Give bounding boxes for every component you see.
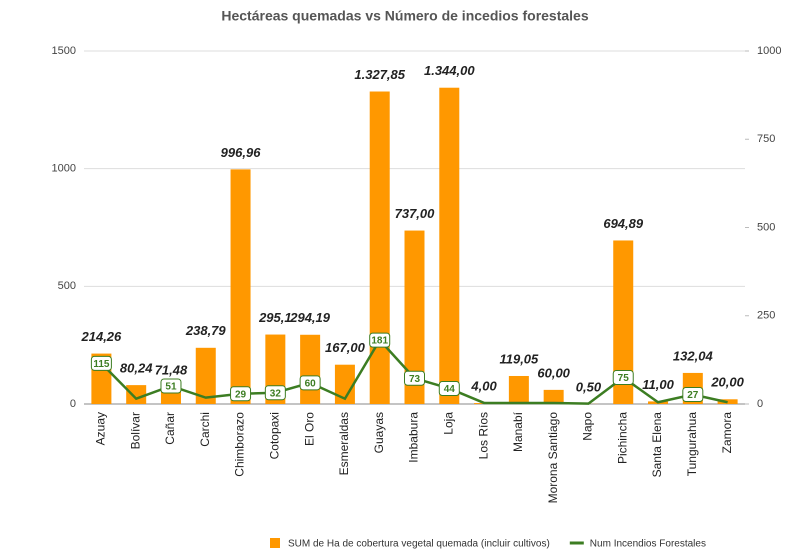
data-label: 167,00 [325, 340, 366, 355]
legend-label: SUM de Ha de cobertura vegetal quemada (… [288, 539, 550, 550]
data-label: 119,05 [499, 351, 539, 366]
y-tick-label: 1500 [52, 45, 76, 57]
x-tick-label: El Oro [302, 412, 316, 446]
data-label: 11,00 [642, 377, 674, 392]
data-label: 73 [409, 374, 421, 385]
data-label: 132,04 [673, 348, 714, 363]
data-label: 32 [270, 388, 282, 399]
data-label: 60,00 [537, 365, 570, 380]
x-tick-label: Cotopaxi [268, 412, 282, 459]
y2-tick-label: 500 [757, 221, 775, 233]
data-label: 294,19 [289, 310, 331, 325]
data-label: 694,89 [603, 216, 644, 231]
x-tick-label: Morona Santiago [546, 412, 560, 504]
y-tick-label: 0 [70, 398, 76, 410]
y2-tick-label: 250 [757, 310, 775, 322]
bar [370, 92, 390, 404]
x-tick-label: Tungurahua [685, 412, 699, 477]
y-tick-label: 1000 [52, 163, 76, 175]
data-label: 75 [618, 373, 630, 384]
bar [509, 376, 529, 404]
legend-swatch [270, 538, 280, 548]
data-label: 996,96 [221, 145, 262, 160]
x-tick-label: Imbabura [407, 412, 421, 463]
chart-title: Hectáreas quemadas vs Número de incedios… [221, 8, 588, 24]
data-label: 60 [305, 378, 317, 389]
bar [126, 385, 146, 404]
x-tick-label: Carchi [198, 412, 212, 447]
x-tick-label: Cañar [163, 412, 177, 445]
data-label: 27 [687, 390, 699, 401]
x-tick-label: Guayas [372, 412, 386, 453]
x-tick-label: Azuay [94, 412, 108, 445]
data-label: 51 [165, 382, 177, 393]
data-label: 4,00 [470, 378, 497, 393]
data-label: 295,1 [258, 310, 292, 325]
y2-tick-label: 1000 [757, 45, 781, 57]
x-tick-label: Santa Elena [650, 412, 664, 478]
data-label: 80,24 [120, 361, 153, 376]
x-tick-label: Bolívar [128, 412, 142, 449]
legend-label: Num Incendios Forestales [590, 539, 706, 550]
data-label: 71,48 [155, 363, 188, 378]
data-label: 1.344,00 [424, 63, 475, 78]
x-tick-label: Zamora [720, 412, 734, 454]
data-label: 20,00 [710, 375, 744, 390]
data-label: 115 [93, 359, 110, 370]
data-label: 44 [444, 384, 456, 395]
x-tick-label: Manabí [511, 411, 525, 452]
data-label: 238,79 [185, 323, 227, 338]
y2-tick-label: 0 [757, 398, 763, 410]
bar [231, 169, 251, 404]
data-label: 181 [371, 336, 388, 347]
data-label: 1.327,85 [354, 67, 405, 82]
data-label: 214,26 [81, 329, 123, 344]
x-tick-label: Esmeraldas [337, 412, 351, 475]
x-tick-label: Loja [441, 412, 455, 435]
x-tick-label: Los Ríos [476, 412, 490, 459]
x-tick-label: Napo [581, 412, 595, 441]
data-label: 0,50 [576, 379, 602, 394]
y-tick-label: 500 [58, 280, 76, 292]
y2-tick-label: 750 [757, 133, 775, 145]
data-label: 29 [235, 389, 247, 400]
data-label: 737,00 [395, 206, 436, 221]
bar [300, 335, 320, 404]
bar [439, 88, 459, 404]
x-tick-label: Chimborazo [233, 412, 247, 477]
chart: Hectáreas quemadas vs Número de incedios… [0, 0, 790, 553]
x-tick-label: Pichincha [615, 412, 629, 464]
